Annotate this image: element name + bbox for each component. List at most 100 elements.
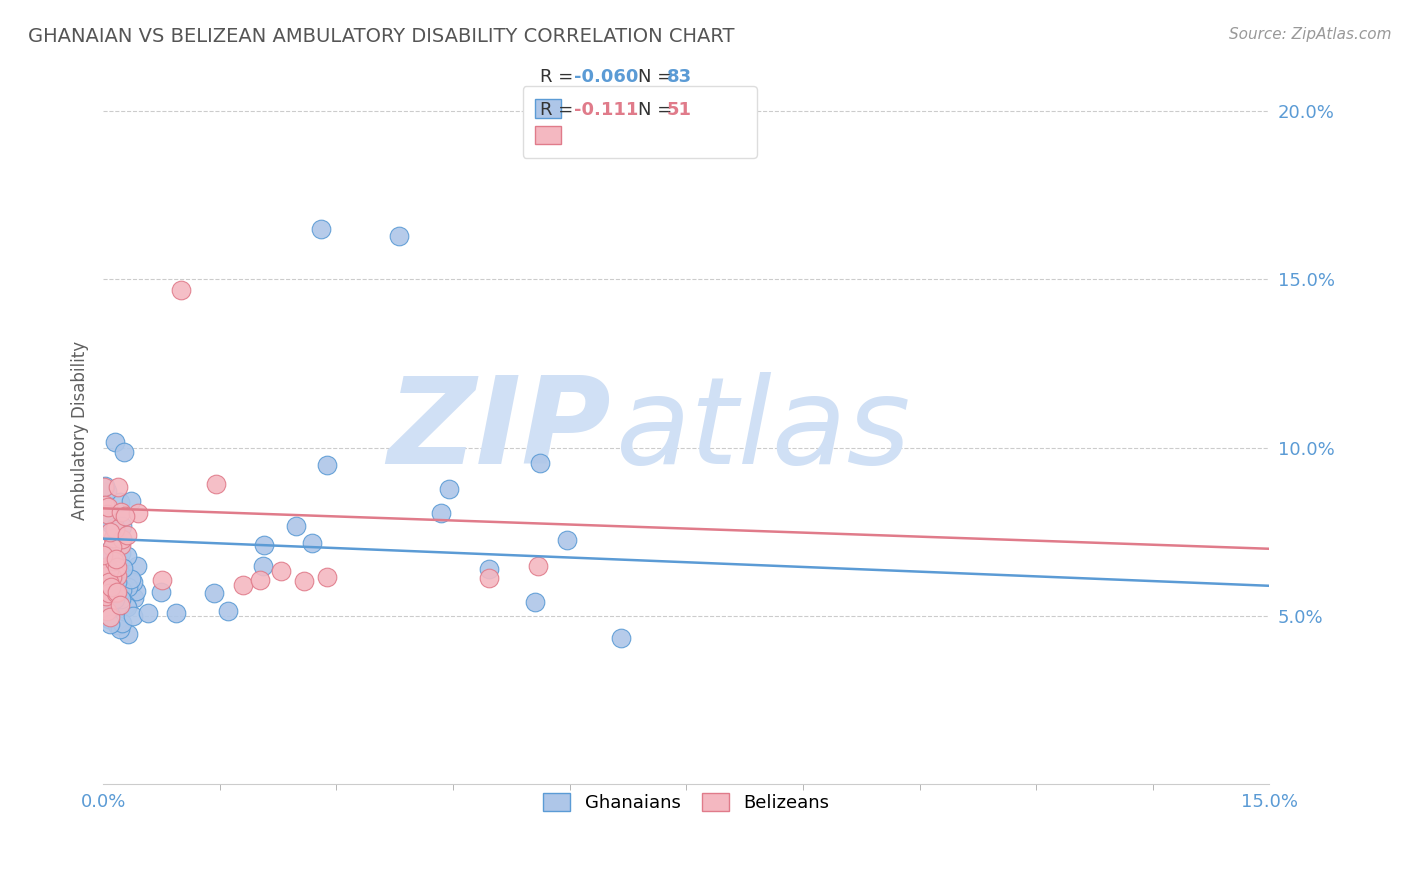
Text: -0.111: -0.111 [574,101,638,119]
Point [93,480,115,494]
Text: 83: 83 [666,68,692,86]
Point [101,582,124,597]
Point [301,536,323,550]
Point [105,618,128,632]
Point [204,476,226,491]
Point [111,582,134,597]
Point [111,532,134,546]
Point [98,584,121,599]
Point [98,581,121,595]
Point [112,579,135,593]
Point [94,609,117,624]
Point [170,283,193,297]
Point [93,562,115,576]
Point [523,595,546,609]
Point [120,572,142,586]
Point [529,456,551,470]
Point [252,558,274,573]
Point [270,564,292,578]
Point [105,584,128,599]
Text: N =: N = [638,101,678,119]
Point [93,581,115,595]
Point [127,506,149,520]
Point [105,559,128,574]
Point [115,528,138,542]
Point [98,563,121,577]
Point [309,222,332,236]
Point [93,548,115,562]
Point [105,552,128,566]
Point [96,484,118,499]
Point [98,512,121,526]
Point [96,588,118,602]
Point [94,499,117,513]
Point [105,598,128,612]
Point [104,586,127,600]
Point [555,533,578,547]
Point [93,586,115,600]
Y-axis label: Ambulatory Disability: Ambulatory Disability [72,342,89,521]
Point [105,541,128,555]
Point [104,524,127,539]
Point [96,560,118,574]
Text: atlas: atlas [616,373,911,490]
Point [111,533,134,547]
Point [107,479,129,493]
Point [103,567,125,582]
Point [115,599,138,613]
Point [96,589,118,603]
Point [98,524,121,539]
Point [111,518,134,533]
Point [96,576,118,591]
Point [120,494,142,508]
Point [284,519,307,533]
Point [96,581,118,595]
Point [104,520,127,534]
Text: GHANAIAN VS BELIZEAN AMBULATORY DISABILITY CORRELATION CHART: GHANAIAN VS BELIZEAN AMBULATORY DISABILI… [28,27,734,45]
Point [249,573,271,587]
Point [93,559,115,574]
Point [527,559,550,574]
Point [149,584,172,599]
Point [97,574,120,589]
Point [315,458,337,473]
Point [117,580,139,594]
Point [115,600,138,615]
Point [101,570,124,584]
Point [136,607,159,621]
Point [97,543,120,558]
Point [105,568,128,582]
Point [97,583,120,598]
Point [101,592,124,607]
Point [105,562,128,576]
Point [122,609,145,624]
Point [100,616,122,631]
Point [96,583,118,598]
Point [104,435,127,450]
Point [96,569,118,583]
Point [93,605,115,619]
Point [430,506,453,520]
Point [103,554,125,568]
Point [101,531,124,545]
Point [104,523,127,537]
Point [387,228,409,243]
Point [152,573,174,587]
Point [96,574,118,588]
Point [96,581,118,595]
Text: -0.060: -0.060 [574,68,638,86]
Point [110,591,132,606]
Point [100,580,122,594]
Legend: Ghanaians, Belizeans: Ghanaians, Belizeans [530,780,842,825]
Point [103,592,125,607]
Point [101,566,124,581]
Point [125,559,148,574]
Point [100,517,122,532]
Point [97,562,120,576]
Point [114,509,136,524]
Point [100,558,122,572]
Point [316,570,339,584]
Point [292,574,315,588]
Text: ZIP: ZIP [387,373,610,490]
Point [478,571,501,585]
